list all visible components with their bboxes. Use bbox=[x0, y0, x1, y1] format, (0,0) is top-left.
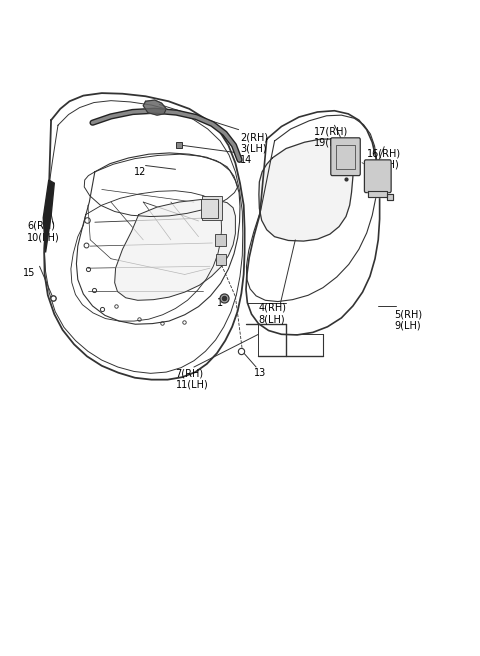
Bar bbox=[215, 234, 226, 246]
Text: 5(RH)
9(LH): 5(RH) 9(LH) bbox=[395, 309, 422, 331]
Polygon shape bbox=[368, 191, 393, 200]
Polygon shape bbox=[115, 199, 235, 300]
Bar bbox=[202, 195, 222, 220]
Text: 12: 12 bbox=[134, 167, 146, 177]
Polygon shape bbox=[143, 100, 166, 115]
FancyBboxPatch shape bbox=[364, 160, 391, 193]
Polygon shape bbox=[43, 180, 54, 253]
Bar bbox=[201, 199, 218, 218]
Text: 13: 13 bbox=[254, 368, 266, 379]
Text: 1: 1 bbox=[217, 298, 223, 308]
FancyBboxPatch shape bbox=[331, 138, 360, 176]
Text: 7(RH)
11(LH): 7(RH) 11(LH) bbox=[176, 368, 208, 390]
Text: 16(RH)
18(LH): 16(RH) 18(LH) bbox=[367, 148, 401, 170]
Bar bbox=[216, 254, 226, 265]
Text: 4(RH)
8(LH): 4(RH) 8(LH) bbox=[258, 303, 287, 324]
Bar bbox=[336, 145, 355, 169]
Polygon shape bbox=[259, 139, 353, 241]
Text: 6(RH)
10(LH): 6(RH) 10(LH) bbox=[27, 221, 60, 242]
Text: 14: 14 bbox=[240, 155, 252, 165]
Text: 15: 15 bbox=[24, 268, 36, 278]
Text: 17(RH)
19(LH): 17(RH) 19(LH) bbox=[314, 127, 348, 148]
Text: 2(RH)
3(LH): 2(RH) 3(LH) bbox=[240, 133, 268, 154]
